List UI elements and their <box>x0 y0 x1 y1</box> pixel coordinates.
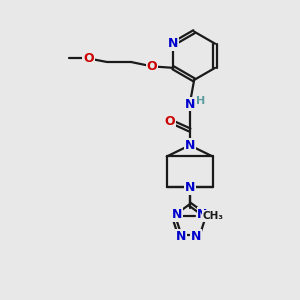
Text: N: N <box>191 230 201 243</box>
Text: CH₃: CH₃ <box>203 211 224 221</box>
Text: N: N <box>168 37 178 50</box>
Text: N: N <box>197 208 208 221</box>
Text: N: N <box>184 98 195 111</box>
Text: N: N <box>176 230 186 243</box>
Text: H: H <box>196 95 206 106</box>
Text: O: O <box>83 52 94 65</box>
Text: O: O <box>147 60 158 73</box>
Text: N: N <box>172 208 182 221</box>
Text: O: O <box>165 115 175 128</box>
Text: N: N <box>184 139 195 152</box>
Text: N: N <box>184 181 195 194</box>
